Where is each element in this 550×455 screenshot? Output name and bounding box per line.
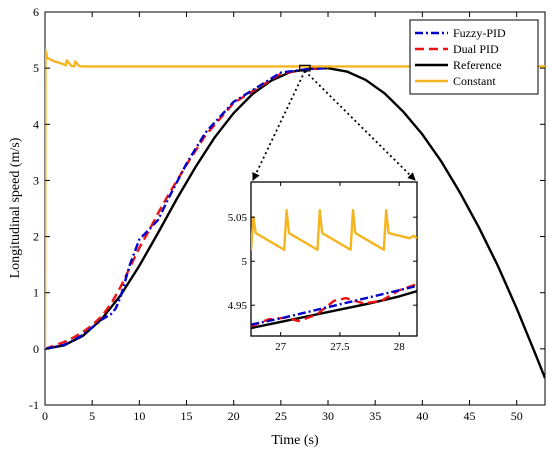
inset-series-line-dual-pid xyxy=(251,282,417,328)
x-tick-label: 50 xyxy=(511,409,523,423)
x-tick-label: 30 xyxy=(322,409,334,423)
inset-y-tick-label: 5 xyxy=(242,256,248,268)
legend-label-constant: Constant xyxy=(453,74,496,88)
x-tick-label: 25 xyxy=(275,409,287,423)
legend: Fuzzy-PID Dual PID Reference Constant xyxy=(409,19,539,95)
inset-plot-area xyxy=(250,181,418,337)
zoom-arrow-right xyxy=(304,70,416,181)
inset-x-tick-label: 28 xyxy=(394,341,406,353)
y-tick-label: 1 xyxy=(33,286,39,300)
zoom-arrow-left xyxy=(252,70,306,181)
x-tick-label: 35 xyxy=(369,409,381,423)
y-tick-label: 4 xyxy=(33,117,39,131)
legend-label-reference: Reference xyxy=(453,58,502,72)
x-tick-label: 10 xyxy=(133,409,145,423)
x-tick-label: 0 xyxy=(42,409,48,423)
inset-x-tick-label: 27 xyxy=(275,341,287,353)
y-tick-label: 6 xyxy=(33,5,39,19)
y-tick-label: 2 xyxy=(33,230,39,244)
x-tick-label: 15 xyxy=(181,409,193,423)
x-tick-label: 20 xyxy=(228,409,240,423)
x-axis-label: Time (s) xyxy=(271,433,319,448)
x-tick-label: 40 xyxy=(416,409,428,423)
inset-y-tick-label: 4.95 xyxy=(228,300,248,312)
y-tick-label: 0 xyxy=(33,342,39,356)
y-tick-label: 5 xyxy=(33,61,39,75)
y-tick-label: -1 xyxy=(29,398,39,412)
x-tick-label: 45 xyxy=(464,409,476,423)
inset-x-tick-label: 27.5 xyxy=(330,341,350,353)
series-line-constant xyxy=(45,48,545,349)
legend-label-fuzzy-pid: Fuzzy-PID xyxy=(453,26,506,40)
legend-label-dual-pid: Dual PID xyxy=(453,42,499,56)
y-axis-label: Longitudinal speed (m/s) xyxy=(8,137,23,278)
x-tick-label: 5 xyxy=(89,409,95,423)
y-tick-label: 3 xyxy=(33,173,39,187)
inset-series-line-constant xyxy=(251,208,417,251)
inset-series-line-fuzzy-pid xyxy=(251,284,417,326)
inset-series-line-reference xyxy=(251,289,417,330)
inset-y-tick-label: 5.05 xyxy=(228,212,248,224)
